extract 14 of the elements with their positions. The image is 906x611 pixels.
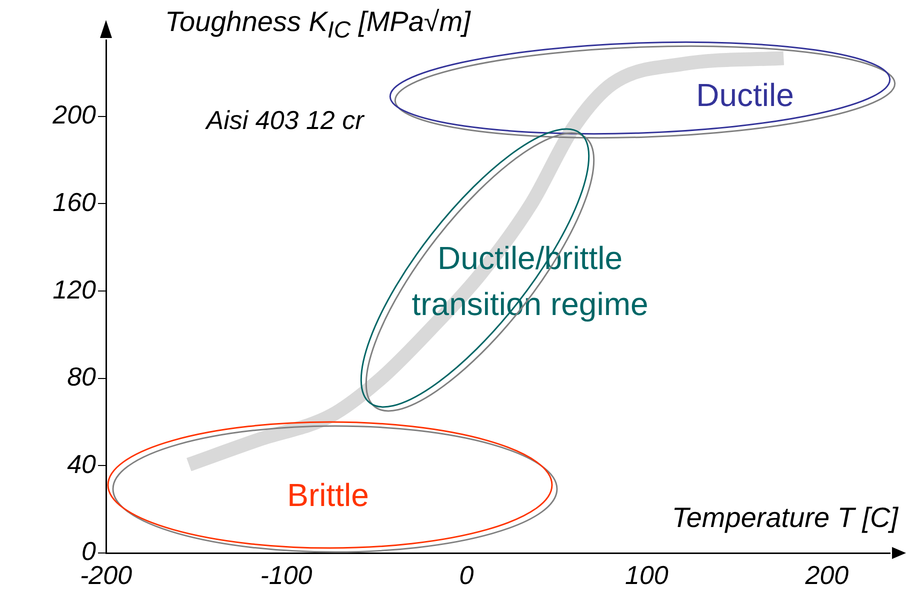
y-tick-label: 80: [67, 362, 97, 392]
annotation: Aisi 403 12 cr: [204, 105, 366, 136]
annotation: Ductile: [696, 76, 794, 113]
y-tick-label: 40: [67, 448, 97, 479]
x-axis-title: Temperature T [C]: [672, 502, 898, 534]
y-tick-label: 200: [52, 100, 97, 130]
y-axis-title: Toughness K$_{IC}$ [MPa√m]: [165, 6, 470, 44]
x-tick-label: 0: [459, 560, 474, 590]
x-tick-label: 100: [624, 560, 669, 590]
annotation: Brittle: [287, 476, 369, 513]
x-tick-label: 200: [804, 560, 850, 590]
y-tick-label: 160: [52, 186, 97, 217]
y-tick-label: 120: [52, 274, 97, 304]
x-tick-label: -100: [260, 560, 313, 590]
